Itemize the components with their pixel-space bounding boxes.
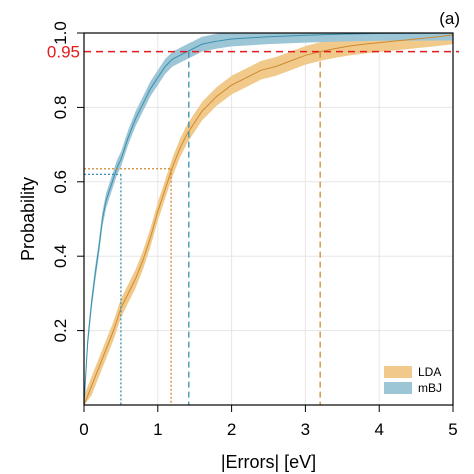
band-lda [84,33,453,405]
x-tick-label: 4 [374,420,383,439]
line-mbj [83,32,454,406]
x-tick-label: 3 [301,420,310,439]
x-tick-label: 0 [79,420,88,439]
x-tick-label: 1 [153,420,162,439]
panel-label: (a) [439,9,460,28]
y-tick-label: 0.2 [51,319,70,343]
y-tick-label: 1.0 [51,21,70,45]
legend-label-lda: LDA [418,365,441,379]
ticks-layer: 0 1 2 3 4 5 0.2 0.4 0.6 0.8 1.0 [51,21,458,439]
y-axis-title: Probability [18,177,38,261]
x-tick-label: 5 [448,420,457,439]
x-axis-title: |Errors| [eV] [221,452,316,472]
bands-layer [84,33,453,405]
legend-swatch-mbj [384,382,412,394]
legend-label-mbj: mBJ [418,381,442,395]
plot-frame [83,32,454,406]
legend-swatch-lda [384,366,412,378]
y-tick-label: 0.8 [51,96,70,120]
grid-layer [83,32,454,405]
y-tick-label: 0.4 [51,244,70,268]
lines-layer [83,32,454,406]
threshold-label: 0.95 [47,43,80,62]
markers-layer [84,51,321,405]
x-tick-label: 2 [227,420,236,439]
y-tick-label: 0.6 [51,170,70,194]
band-mbj [84,33,453,405]
legend: LDA mBJ [384,365,442,395]
line-lda [83,34,454,406]
